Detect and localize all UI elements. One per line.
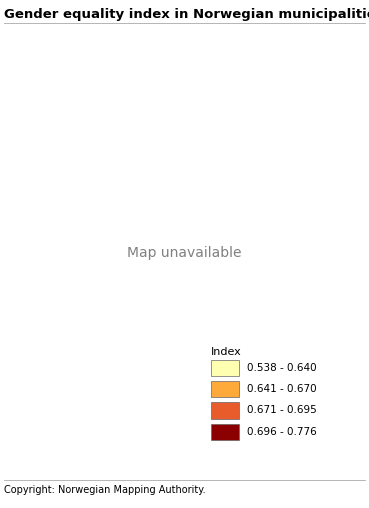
Text: Index: Index (211, 347, 242, 358)
Bar (211, 360, 239, 376)
Bar (211, 424, 239, 440)
Text: Copyright: Norwegian Mapping Authority.: Copyright: Norwegian Mapping Authority. (4, 485, 205, 495)
Bar (211, 402, 239, 419)
Bar (211, 381, 239, 397)
Text: Gender equality index in Norwegian municipalities. 2009: Gender equality index in Norwegian munic… (4, 8, 369, 21)
Text: 0.671 - 0.695: 0.671 - 0.695 (247, 405, 317, 416)
Text: 0.696 - 0.776: 0.696 - 0.776 (247, 427, 317, 437)
Text: 0.538 - 0.640: 0.538 - 0.640 (247, 363, 317, 373)
Text: 0.641 - 0.670: 0.641 - 0.670 (247, 384, 317, 394)
Text: Map unavailable: Map unavailable (127, 246, 242, 260)
